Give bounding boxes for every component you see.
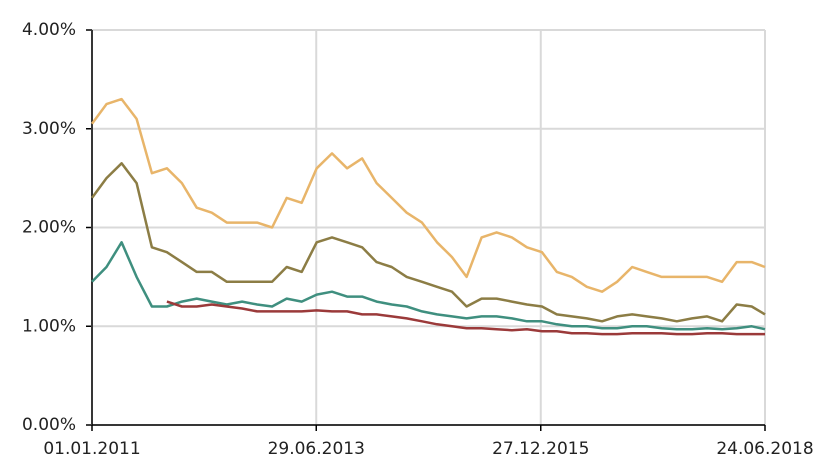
x-tick-label: 24.06.2018 — [716, 439, 813, 459]
x-tick-label: 01.01.2011 — [43, 439, 140, 459]
x-tick-label: 27.12.2015 — [492, 439, 589, 459]
series-line — [166, 300, 765, 336]
y-tick-label: 2.00% — [22, 218, 76, 238]
y-tick-label: 3.00% — [22, 119, 76, 139]
y-tick-label: 0.00% — [22, 415, 76, 435]
y-tick-label: 1.00% — [22, 316, 76, 336]
series-line — [90, 162, 766, 323]
y-tick-label: 4.00% — [22, 20, 76, 40]
series-line — [90, 97, 766, 293]
x-tick-label: 29.06.2013 — [268, 439, 365, 459]
series-line — [91, 241, 766, 331]
